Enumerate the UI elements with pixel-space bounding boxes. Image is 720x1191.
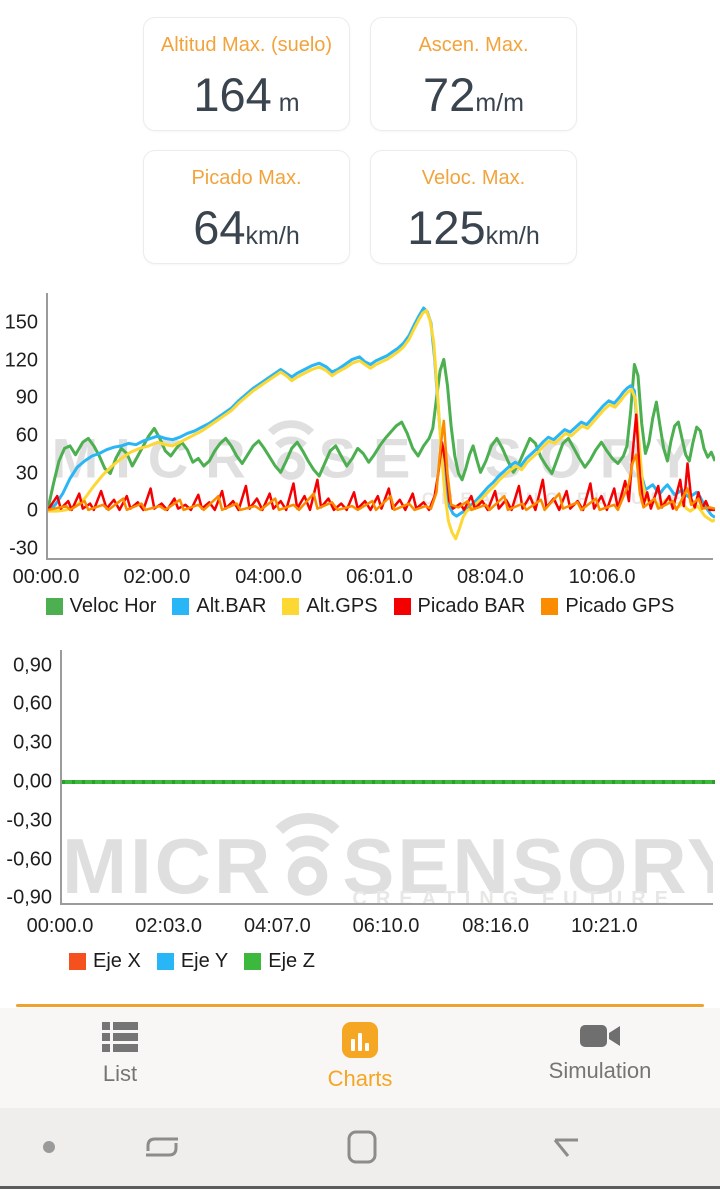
legend-item: Picado GPS [541,595,674,618]
legend-label: Picado BAR [417,595,526,617]
x-tick-label: 02:03.0 [135,915,203,937]
x-tick-label: 00:00.0 [26,915,94,937]
legend-swatch [69,953,86,970]
legend-swatch [45,598,63,615]
x-tick-label: 06:01.0 [346,566,413,588]
stat-value: 125 [407,201,486,254]
y-tick-label: -0,90 [6,886,52,909]
legend-swatch [393,598,411,615]
x-tick-label: 04:00.0 [235,566,302,588]
tab-label: Simulation [548,1058,652,1083]
dot-indicator-icon [34,1108,64,1186]
legend-swatch [172,598,190,615]
tab-charts[interactable]: Charts [260,1022,460,1092]
y-tick-label: 0,90 [13,654,52,677]
legend-swatch [541,598,559,615]
chart-legend: Veloc Hor Alt.BAR Alt.GPS Picado BAR Picado … [0,595,720,618]
legend-item: Alt.BAR [172,595,266,618]
tab-simulation[interactable]: Simulation [500,1022,700,1084]
tab-label: List [102,1061,138,1086]
accent-divider [16,1004,704,1007]
legend-label: Picado GPS [565,595,675,617]
recents-icon [146,1137,178,1157]
legend-item: Veloc Hor [45,595,157,618]
x-tick-label: 02:00.0 [123,566,191,588]
stat-value: 164 [193,68,272,121]
x-tick-label: 08:16.0 [462,915,529,937]
y-tick-label: 60 [15,424,38,447]
y-tick-label: 90 [15,386,38,409]
tab-label: Charts [327,1066,393,1091]
stat-unit: km/h [485,222,540,250]
stat-unit: km/h [245,222,300,250]
legend-label: Veloc Hor [69,595,157,617]
axes-chart[interactable]: 0,90 0,60 0,30 0,00 -0,30 -0,60 -0,90 MICR SENS… [0,650,720,985]
back-button[interactable] [544,1108,584,1186]
y-tick-label: -30 [9,537,38,560]
video-camera-icon [580,1025,620,1047]
chart-legend: Eje X Eje Y Eje Z [0,950,720,973]
tab-list[interactable]: List [20,1022,220,1087]
legend-label: Eje Z [268,950,315,972]
y-tick-label: -0,60 [6,848,52,871]
legend-item: Eje Y [156,950,229,973]
altitude-speed-chart[interactable]: 150 120 90 60 30 0 -30 MICR SENSORY CREATING FU… [0,293,720,628]
stat-value: 72 [423,68,476,121]
y-tick-label: 0,60 [13,692,52,715]
legend-label: Eje X [93,950,141,972]
legend-item: Eje X [69,950,141,973]
stat-unit: m/m [475,89,524,117]
x-tick-label: 10:21.0 [570,915,638,937]
y-tick-label: 120 [4,349,38,372]
legend-label: Alt.BAR [196,595,267,617]
chart-plot-area[interactable]: MICR SENSORY CREATING FUTURE [46,293,715,560]
stat-label: Altitud Max. (suelo) [160,34,333,56]
recents-button[interactable] [140,1108,184,1186]
legend-label: Eje Y [180,950,229,972]
legend-item: Picado BAR [393,595,526,618]
home-button[interactable] [342,1108,382,1186]
x-tick-label: 04:07.0 [243,915,311,937]
stat-label: Ascen. Max. [418,34,529,56]
x-tick-label: 08:04.0 [456,566,524,588]
list-icon [102,1022,138,1052]
series-line [48,357,715,509]
back-icon [553,1138,578,1157]
series-line [48,306,715,519]
stat-label: Picado Max. [191,167,302,189]
stat-card-altitude-max: Altitud Max. (suelo) 164 m [143,17,350,131]
y-tick-label: 150 [4,311,38,334]
stat-card-ascent-max: Ascen. Max. 72 m/m [370,17,577,131]
android-navigation-bar [0,1108,720,1186]
x-tick-label: 10:06.0 [568,566,636,588]
y-tick-label: 30 [15,462,38,484]
stat-card-dive-max: Picado Max. 64 km/h [143,150,350,264]
stat-unit: m [271,89,300,117]
chart-plot-area[interactable]: MICR SENSORY CREATING FUTURE [60,650,715,905]
y-tick-label: 0 [26,499,38,522]
y-tick-label: 0,30 [13,731,52,754]
x-tick-label: 00:00.0 [12,566,80,588]
legend-swatch [244,953,262,970]
bottom-tab-bar: List Charts Simulation [0,1008,720,1108]
stat-card-speed-max: Veloc. Max. 125 km/h [370,150,577,264]
y-tick-label: -0,30 [6,809,52,832]
home-icon [347,1130,377,1164]
x-tick-label: 06:10.0 [352,915,420,937]
legend-item: Eje Z [244,950,315,973]
legend-swatch [282,598,300,615]
legend-swatch [156,953,174,970]
series-line [48,419,715,512]
stat-label: Veloc. Max. [421,167,526,189]
bar-chart-icon [342,1022,378,1058]
series-line [48,309,715,541]
screen-bottom-edge [0,1186,720,1189]
y-tick-label: 0,00 [13,770,52,793]
legend-label: Alt.GPS [306,595,378,617]
stat-value: 64 [193,201,246,254]
legend-item: Alt.GPS [282,595,378,618]
